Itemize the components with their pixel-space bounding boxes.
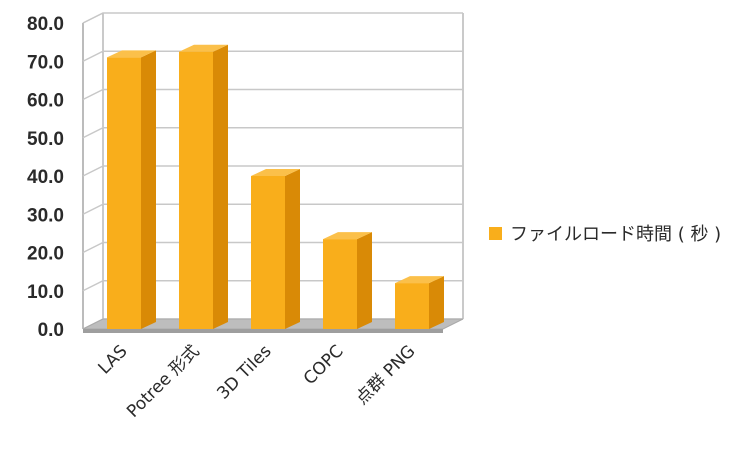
bar-front (179, 51, 213, 329)
legend-label: ファイルロード時間 ( 秒 ) (510, 224, 721, 245)
x-tick-label: LAS (95, 341, 132, 378)
bar (395, 276, 444, 329)
bar-side (213, 44, 228, 329)
bar-top (395, 276, 444, 284)
bar-front (251, 176, 285, 329)
bar (107, 50, 156, 330)
y-axis: 0.0 10.0 20.0 30.0 40.0 50.0 60.0 70.0 80.0 (27, 14, 64, 341)
y-tick-label: 60.0 (27, 91, 64, 112)
gridline (82, 203, 463, 215)
x-tick-label: 3D Tiles (213, 341, 275, 403)
bar-side (429, 276, 444, 329)
bar-top (251, 169, 300, 176)
y-tick-label: 20.0 (27, 244, 64, 265)
legend: ファイルロード時間 ( 秒 ) (489, 224, 721, 245)
bar (179, 44, 228, 329)
bar-top (107, 50, 156, 58)
y-tick-label: 80.0 (27, 14, 64, 35)
bar-side (285, 169, 300, 329)
bar-side (357, 232, 372, 329)
gridline (82, 12, 463, 24)
bar-front (323, 239, 357, 329)
bar-top (179, 44, 228, 52)
y-tick-label: 30.0 (27, 205, 64, 226)
bars (107, 44, 444, 330)
legend-swatch (489, 227, 502, 240)
bar-top (323, 232, 372, 240)
x-tick-label: Potree 形式 (123, 341, 203, 421)
floor-edge (83, 329, 443, 333)
bar-front (107, 57, 141, 330)
gridline (82, 127, 463, 139)
gridline (82, 165, 463, 177)
gridline (82, 50, 463, 62)
x-tick-label: COPC (300, 341, 348, 389)
y-tick-label: 10.0 (27, 282, 64, 303)
bar (323, 232, 372, 329)
bar (251, 169, 300, 329)
bar-front (395, 283, 429, 329)
y-tick-label: 0.0 (38, 320, 64, 341)
gridline (82, 88, 463, 101)
bar-side (141, 50, 156, 330)
y-tick-label: 70.0 (27, 52, 64, 73)
x-tick-label: 点群 PNG (352, 341, 420, 409)
y-tick-label: 50.0 (27, 129, 64, 150)
y-tick-label: 40.0 (27, 167, 64, 188)
